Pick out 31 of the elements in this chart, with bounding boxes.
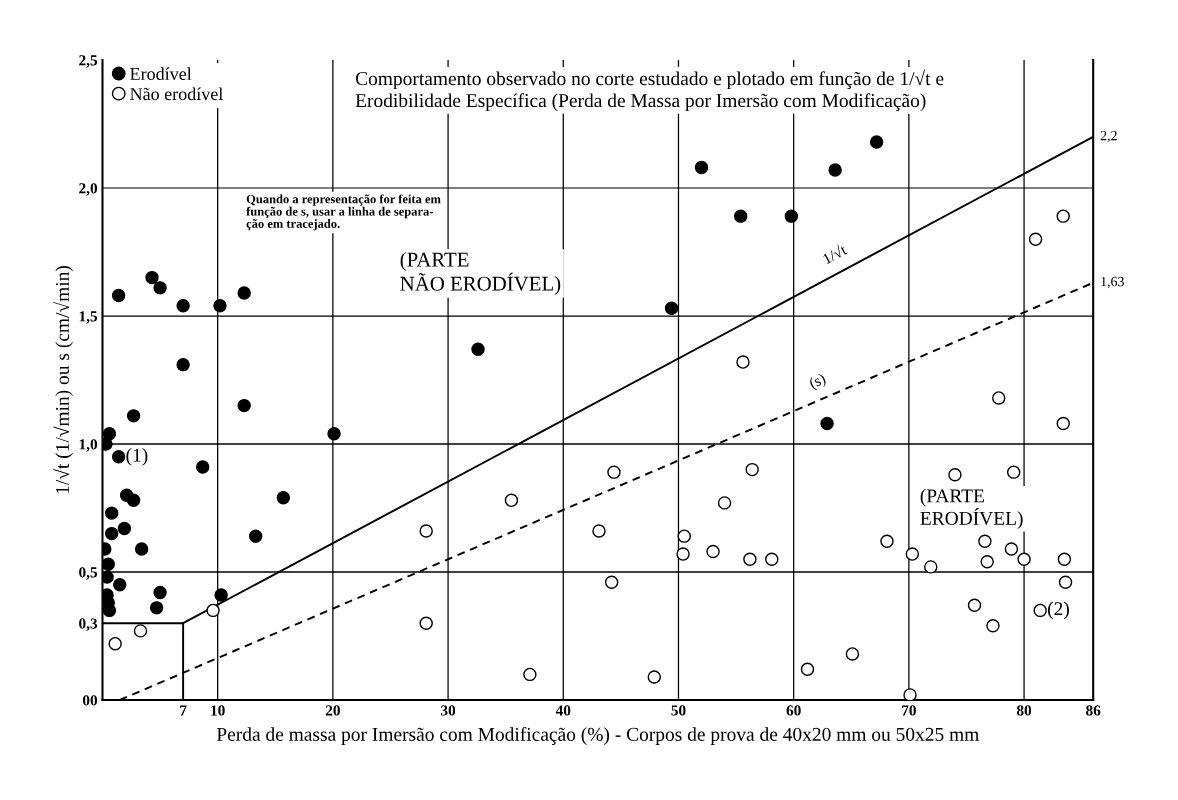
- annotation: (PARTE ERODÍVEL): [920, 488, 1023, 529]
- annotation: (PARTE NÃO ERODÍVEL): [400, 252, 561, 295]
- annotation: (1): [126, 447, 148, 466]
- text: (s): [808, 372, 828, 392]
- y-axis-title: 1/√t (1/√min) ou s (cm/√min): [53, 266, 73, 494]
- x-tick-label: 7: [180, 705, 187, 716]
- x-tick-label: 50: [671, 705, 686, 716]
- text: 1/√t: [821, 242, 848, 265]
- annotation: Quando a representação for feita em função de s, usar a linha de separa- ção em tracejado.: [246, 194, 441, 231]
- x-tick-label: 10: [211, 705, 225, 716]
- x-tick-label: 70: [902, 705, 916, 716]
- y-tick-label: 0,3: [79, 618, 98, 631]
- annotation: 2,2: [1100, 130, 1117, 143]
- annotation: 1,63: [1101, 276, 1124, 289]
- x-axis-title: Perda de massa por Imersão com Modificação (%) - Corpos de prova de 40x20 mm ou 50x25 mm: [216, 727, 980, 745]
- x-tick-label: 86: [1086, 705, 1101, 716]
- annotation: (2): [1047, 601, 1069, 620]
- y-tick-label: 1,0: [79, 439, 98, 452]
- x-tick-label: 30: [441, 705, 456, 716]
- x-tick-label: 40: [555, 705, 571, 716]
- y-tick-label: 1,5: [79, 311, 98, 324]
- x-tick-label: 80: [1016, 705, 1032, 716]
- y-tick-label: 0,5: [79, 567, 98, 580]
- y-tick-label: 00: [82, 695, 98, 706]
- x-tick-label: 20: [325, 705, 340, 716]
- legend-label: Não erodível: [130, 87, 223, 101]
- y-tick-label: 2,5: [79, 55, 98, 68]
- text: Comportamento observado no corte estudado e plotado em função de 1/√t e Erodibilidade Específica (Perda de Massa por Imersão com Modificação): [355, 69, 944, 112]
- x-tick-label: 60: [786, 705, 801, 716]
- y-tick-label: 2,0: [79, 183, 98, 196]
- legend-label: Erodível: [130, 67, 192, 81]
